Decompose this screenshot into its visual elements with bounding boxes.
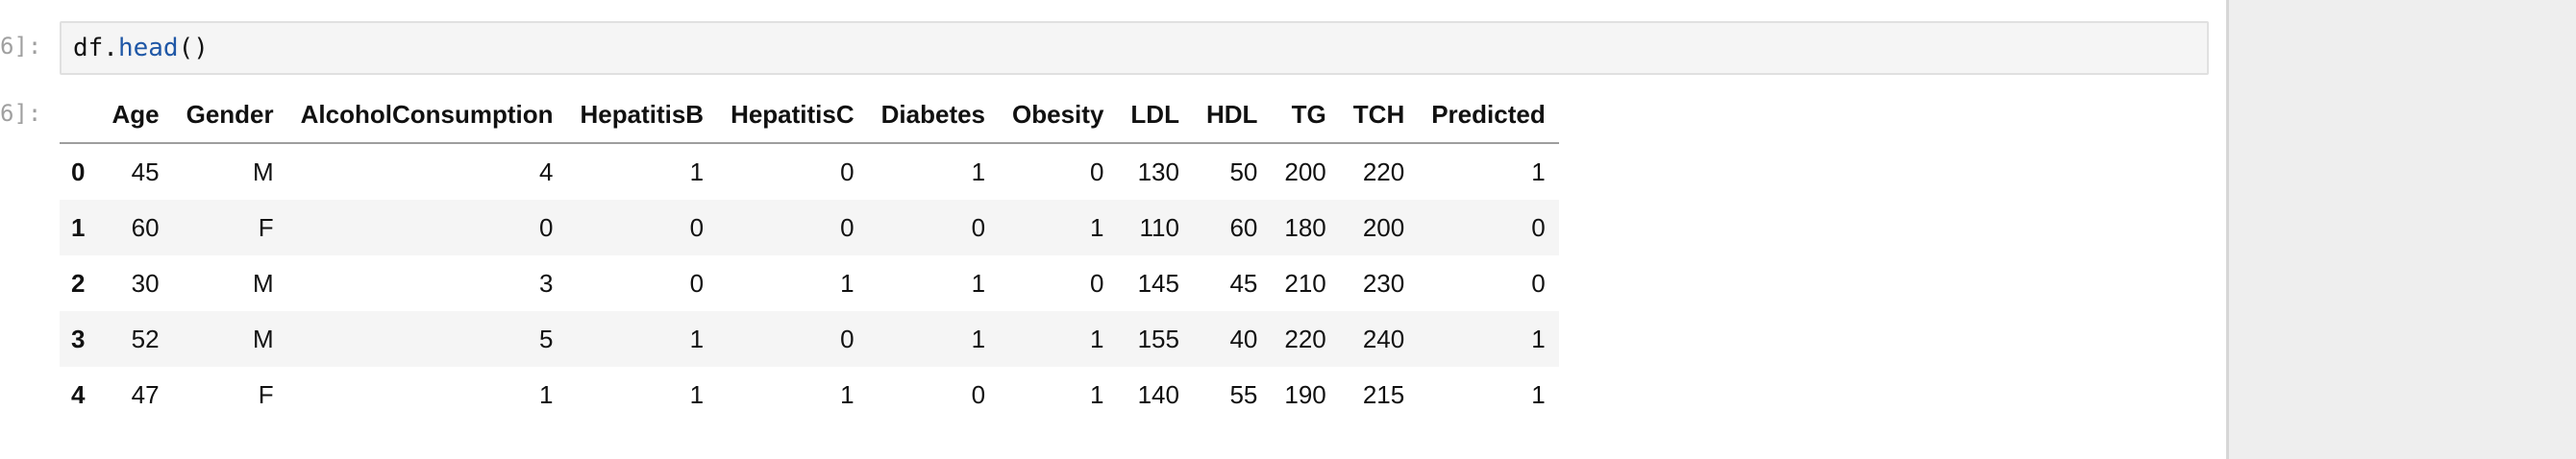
table-cell: 145 (1137, 268, 1179, 298)
column-header: TCH (1339, 86, 1419, 144)
table-cell: 0 (840, 157, 855, 186)
table-cell: 1 (689, 324, 705, 353)
table-cell: 1 (1089, 324, 1104, 353)
code-input-area[interactable]: df.head() (60, 21, 2209, 75)
row-index: 1 (71, 212, 86, 242)
table-cell: 52 (131, 324, 160, 353)
code-object: df. (73, 34, 118, 62)
table-cell: 0 (1531, 268, 1546, 298)
table-row: 3 52 M 5 1 0 1 1 155 40 220 240 1 (60, 311, 1559, 367)
table-cell: 0 (689, 268, 705, 298)
column-header: Diabetes (867, 86, 1000, 144)
table-cell: 1 (689, 379, 705, 409)
column-header: TG (1271, 86, 1340, 144)
table-cell: 30 (131, 268, 160, 298)
column-header: Gender (172, 86, 287, 144)
output-prompt: 6]: (0, 100, 42, 127)
table-cell: 240 (1362, 324, 1405, 353)
table-cell: 220 (1284, 324, 1326, 353)
table-cell: 60 (1229, 212, 1258, 242)
column-header: HepatitisC (717, 86, 868, 144)
column-header (60, 86, 99, 144)
table-cell: 1 (689, 157, 705, 186)
table-cell: 1 (971, 157, 986, 186)
table-cell: 1 (1531, 324, 1546, 353)
right-side-panel (2226, 0, 2576, 459)
table-cell: 60 (131, 212, 160, 242)
table-cell: 220 (1362, 157, 1405, 186)
table-cell: 0 (1089, 268, 1104, 298)
column-header: HepatitisB (566, 86, 718, 144)
table-cell: 1 (1531, 379, 1546, 409)
table-cell: 1 (1089, 212, 1104, 242)
table-cell: 45 (1229, 268, 1258, 298)
table-cell: 40 (1229, 324, 1258, 353)
table-cell: 200 (1284, 157, 1326, 186)
table-cell: F (258, 212, 274, 242)
table-cell: 0 (689, 212, 705, 242)
table-row: 0 45 M 4 1 0 1 0 130 50 200 220 1 (60, 143, 1559, 200)
table-cell: 4 (539, 157, 554, 186)
row-index: 2 (71, 268, 86, 298)
table-cell: 190 (1284, 379, 1326, 409)
table-cell: 1 (971, 324, 986, 353)
table-cell: 3 (539, 268, 554, 298)
table-cell: 0 (1531, 212, 1546, 242)
column-header: HDL (1192, 86, 1272, 144)
code-line[interactable]: df.head() (73, 34, 209, 62)
notebook-panel: 6]: df.head() 6]: Age Gender AlcoholCons… (0, 21, 2209, 423)
dataframe-table: Age Gender AlcoholConsumption HepatitisB… (60, 86, 1559, 423)
input-prompt: 6]: (0, 33, 42, 60)
table-cell: M (252, 324, 274, 353)
table-cell: 5 (539, 324, 554, 353)
table-cell: 1 (539, 379, 554, 409)
table-cell: M (252, 268, 274, 298)
table-cell: M (252, 157, 274, 186)
table-cell: 0 (840, 324, 855, 353)
table-cell: 215 (1362, 379, 1405, 409)
table-cell: 47 (131, 379, 160, 409)
code-args: () (178, 34, 209, 62)
table-cell: 0 (539, 212, 554, 242)
table-cell: 0 (971, 379, 986, 409)
row-index: 0 (71, 157, 86, 186)
code-function: head (117, 34, 179, 62)
table-header-row: Age Gender AlcoholConsumption HepatitisB… (60, 86, 1559, 144)
column-header: Obesity (999, 86, 1118, 144)
column-header: LDL (1117, 86, 1193, 144)
table-cell: 55 (1229, 379, 1258, 409)
table-cell: 0 (840, 212, 855, 242)
table-cell: 1 (971, 268, 986, 298)
row-index: 3 (71, 324, 86, 353)
table-row: 4 47 F 1 1 1 0 1 140 55 190 215 1 (60, 367, 1559, 423)
column-header: Age (98, 86, 173, 144)
table-cell: 155 (1137, 324, 1179, 353)
table-cell: 230 (1362, 268, 1405, 298)
table-row: 2 30 M 3 0 1 1 0 145 45 210 230 0 (60, 255, 1559, 311)
table-cell: 45 (131, 157, 160, 186)
table-cell: 0 (971, 212, 986, 242)
table-row: 1 60 F 0 0 0 0 1 110 60 180 200 0 (60, 200, 1559, 255)
row-index: 4 (71, 379, 86, 409)
table-cell: F (258, 379, 274, 409)
table-cell: 110 (1139, 212, 1179, 242)
table-cell: 1 (840, 379, 855, 409)
table-cell: 50 (1229, 157, 1258, 186)
table-cell: 180 (1284, 212, 1326, 242)
table-cell: 1 (840, 268, 855, 298)
cell-output: Age Gender AlcoholConsumption HepatitisB… (60, 86, 1559, 423)
table-cell: 200 (1362, 212, 1405, 242)
table-cell: 0 (1089, 157, 1104, 186)
table-cell: 1 (1531, 157, 1546, 186)
table-cell: 140 (1137, 379, 1179, 409)
table-cell: 130 (1137, 157, 1179, 186)
table-cell: 210 (1284, 268, 1326, 298)
column-header: AlcoholConsumption (286, 86, 567, 144)
table-cell: 1 (1089, 379, 1104, 409)
column-header: Predicted (1418, 86, 1559, 144)
